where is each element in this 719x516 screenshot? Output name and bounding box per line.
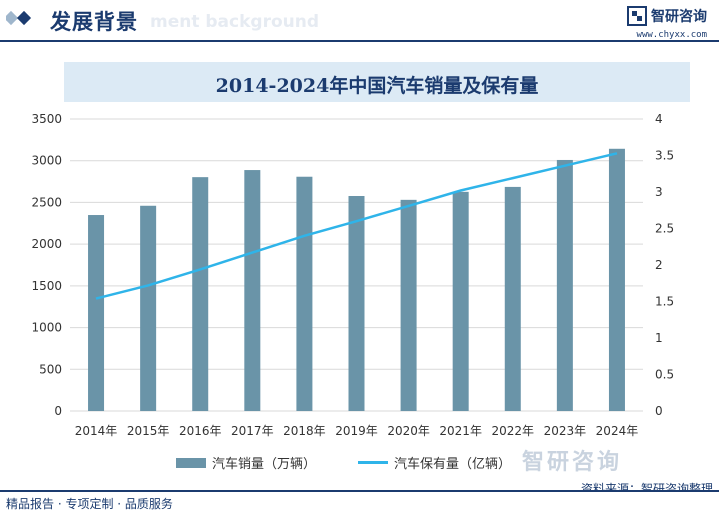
legend: 汽车销量（万辆） 汽车保有量（亿辆）	[176, 453, 553, 472]
y-right-tick-label: 3.5	[655, 149, 674, 163]
y-right-tick-label: 3	[655, 185, 663, 199]
header-divider	[0, 40, 719, 42]
x-tick-label: 2019年	[335, 424, 378, 438]
x-tick-label: 2014年	[75, 424, 118, 438]
bar	[88, 215, 105, 411]
y-right-tick-label: 2	[655, 258, 663, 272]
x-tick-label: 2021年	[439, 424, 482, 438]
bar	[504, 186, 521, 411]
y-left-tick-label: 3000	[31, 154, 62, 168]
header-chevron-icon	[6, 10, 32, 26]
bar	[140, 205, 157, 411]
header: ment background 发展背景 智研咨询 www.chyxx.com	[0, 0, 719, 44]
bar	[608, 148, 625, 411]
legend-line-swatch	[358, 461, 389, 464]
y-right-tick-label: 1	[655, 331, 663, 345]
x-tick-label: 2020年	[387, 424, 430, 438]
legend-label-ownership: 汽车保有量（亿辆）	[394, 457, 512, 472]
footer: 精品报告 · 专项定制 · 品质服务	[0, 490, 719, 516]
x-tick-label: 2016年	[179, 424, 222, 438]
brand: 智研咨询	[627, 6, 707, 26]
y-left-tick-label: 1000	[31, 321, 62, 335]
footer-watermark-text: 智研咨询	[522, 450, 623, 475]
bar	[244, 170, 261, 411]
bar	[296, 176, 313, 411]
y-right-tick-label: 2.5	[655, 222, 674, 236]
x-tick-label: 2022年	[491, 424, 534, 438]
x-tick-label: 2024年	[596, 424, 639, 438]
legend-label-sales: 汽车销量（万辆）	[212, 457, 317, 472]
bar	[400, 199, 417, 411]
x-tick-label: 2018年	[283, 424, 326, 438]
brand-name: 智研咨询	[651, 9, 707, 25]
page-title: 发展背景	[50, 10, 138, 34]
footer-tagline: 精品报告 · 专项定制 · 品质服务	[6, 497, 173, 511]
legend-item-sales: 汽车销量（万辆）	[176, 453, 316, 472]
bar	[348, 196, 365, 411]
chart-title: 2014-2024年中国汽车销量及保有量	[215, 75, 539, 97]
y-right-tick-label: 0.5	[655, 368, 674, 382]
ownership-line	[95, 152, 618, 300]
y-left-tick-label: 1500	[31, 279, 62, 293]
legend-bar-swatch	[176, 457, 206, 468]
y-left-tick-label: 2000	[31, 237, 62, 251]
chart-title-band: 2014-2024年中国汽车销量及保有量	[64, 62, 690, 102]
x-tick-label: 2017年	[231, 424, 274, 438]
y-left-tick-label: 2500	[31, 195, 62, 209]
footer-divider	[0, 490, 719, 492]
y-right-tick-label: 4	[655, 112, 663, 126]
brand-url: www.chyxx.com	[636, 30, 707, 40]
y-left-tick-label: 3500	[31, 112, 62, 126]
bar	[556, 159, 573, 411]
x-tick-label: 2023年	[544, 424, 587, 438]
bar	[192, 177, 209, 411]
header-watermark: ment background	[150, 12, 320, 32]
y-left-tick-label: 0	[54, 404, 62, 418]
y-left-tick-label: 500	[39, 362, 62, 376]
footer-watermark: 智研咨询	[522, 444, 622, 476]
bar	[452, 191, 469, 411]
y-right-tick-label: 1.5	[655, 295, 674, 309]
y-right-tick-label: 0	[655, 404, 663, 418]
x-tick-label: 2015年	[127, 424, 170, 438]
brand-logo-icon	[627, 6, 647, 26]
legend-item-ownership: 汽车保有量（亿辆）	[358, 453, 511, 472]
